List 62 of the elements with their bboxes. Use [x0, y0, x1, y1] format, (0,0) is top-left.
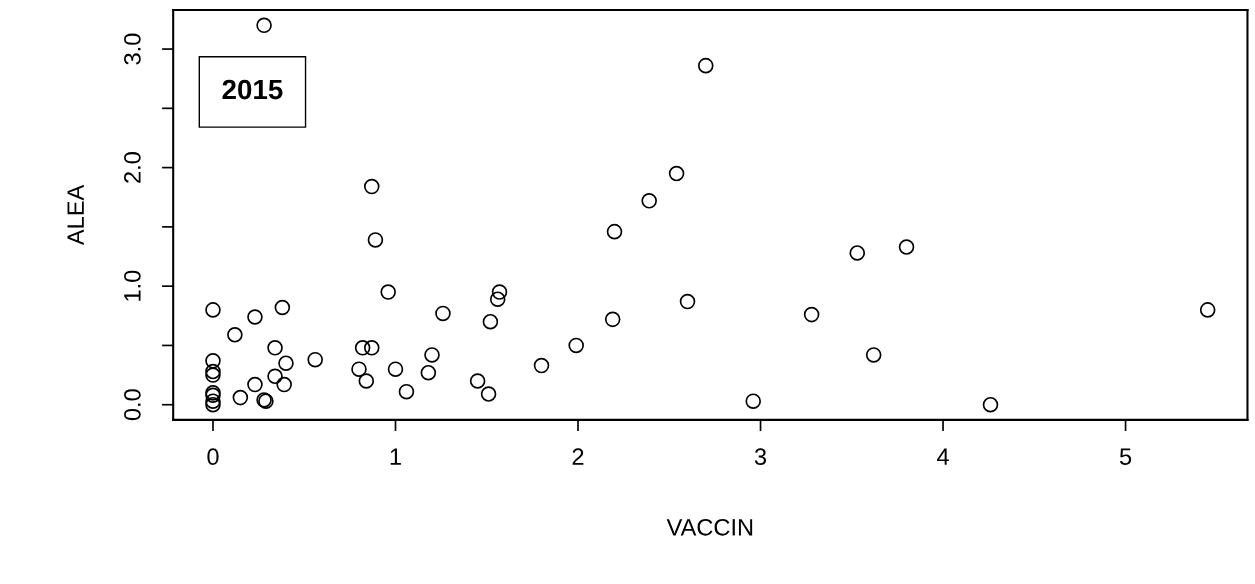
point [489, 291, 506, 307]
point [745, 393, 762, 409]
point [480, 386, 497, 402]
point [641, 193, 657, 209]
point [205, 367, 221, 383]
x-tick-label: 2 [572, 448, 584, 465]
point [354, 340, 371, 356]
point [380, 284, 396, 300]
point [205, 302, 221, 318]
point [205, 363, 221, 380]
point [232, 389, 249, 406]
point [435, 305, 451, 322]
point [491, 284, 508, 300]
point [898, 239, 915, 255]
point [697, 57, 714, 74]
y-tick-label: 3.0 [124, 33, 141, 65]
point [227, 326, 243, 343]
point [604, 311, 621, 328]
x-tick-label: 5 [1119, 448, 1132, 466]
point [398, 383, 415, 400]
y-tick-label: 1.0 [124, 270, 141, 301]
point [276, 376, 292, 393]
point [278, 355, 294, 372]
point [679, 293, 696, 310]
point [668, 165, 685, 182]
x-tick-label: 3 [754, 448, 767, 466]
point [267, 368, 283, 385]
point [420, 364, 437, 381]
point [256, 17, 272, 34]
point [247, 309, 263, 325]
point [865, 347, 882, 363]
point [387, 361, 404, 377]
y-axis-title: ALEA [67, 184, 84, 246]
point [247, 376, 263, 393]
point [803, 306, 820, 323]
point [533, 357, 550, 374]
x-tick-label: 1 [390, 448, 401, 465]
point [849, 245, 866, 261]
point [469, 373, 486, 389]
point [482, 313, 499, 330]
annotation: 2015 [222, 79, 283, 100]
x-axis-title: VACCIN [666, 518, 753, 536]
point [205, 353, 221, 369]
point [351, 361, 367, 377]
point [982, 396, 999, 413]
point [205, 393, 221, 409]
point [424, 347, 440, 363]
x-tick-label: 4 [937, 448, 949, 465]
point [274, 299, 291, 316]
y-tick-label: 0.0 [124, 389, 141, 421]
point [363, 178, 380, 195]
x-tick-label: 0 [207, 448, 219, 466]
point [606, 223, 623, 240]
point [267, 340, 283, 356]
point [307, 351, 323, 368]
point [363, 340, 380, 356]
y-tick-label: 2.0 [124, 152, 141, 183]
point [367, 232, 384, 248]
point [568, 337, 584, 354]
point [205, 396, 221, 413]
point [1199, 302, 1216, 318]
point [358, 373, 375, 389]
